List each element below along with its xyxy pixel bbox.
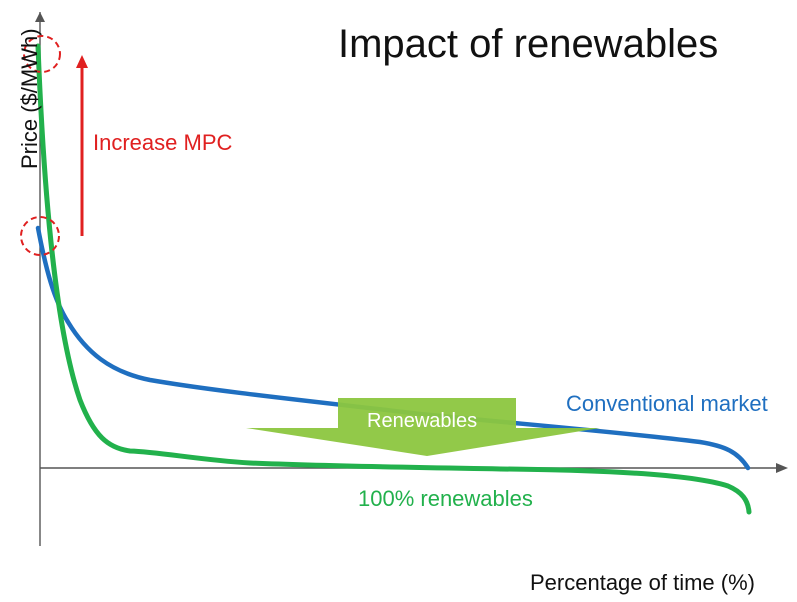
hundred-renewables-label: 100% renewables (358, 486, 533, 511)
renewables-curve (35, 43, 752, 515)
y-axis-arrowhead (35, 12, 45, 22)
downward-arrow-icon (246, 398, 600, 456)
increase-mpc-label: Increase MPC (93, 130, 233, 155)
increase-arrowhead (76, 55, 88, 68)
diagram-title: Impact of renewables (338, 22, 719, 66)
conventional-market-label: Conventional market (566, 391, 768, 416)
y-axis-label: Price ($/MWh) (17, 28, 42, 169)
x-axis-label: Percentage of time (%) (530, 570, 755, 595)
renewables-arrow-label: Renewables (367, 410, 478, 432)
dashed-circle-icon (23, 35, 61, 73)
x-axis-arrowhead (776, 463, 788, 473)
dashed-circle-icon (20, 216, 60, 256)
conventional-market-curve (35, 225, 751, 471)
